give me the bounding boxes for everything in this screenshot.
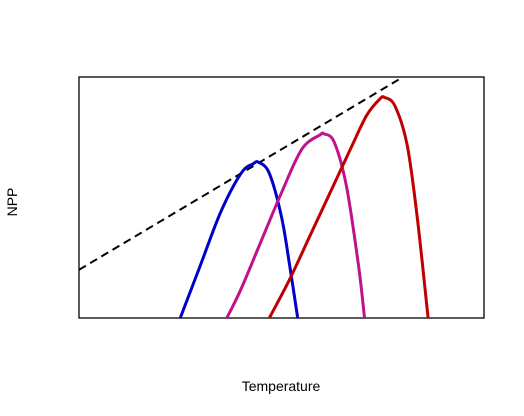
series-layer: [79, 77, 430, 318]
series-line-4: [267, 95, 430, 318]
plot-frame: [78, 76, 485, 319]
y-axis-label: NPP: [4, 188, 20, 217]
x-axis-label: Temperature: [242, 378, 321, 394]
series-line-3: [225, 131, 367, 318]
series-line-2: [178, 160, 300, 318]
